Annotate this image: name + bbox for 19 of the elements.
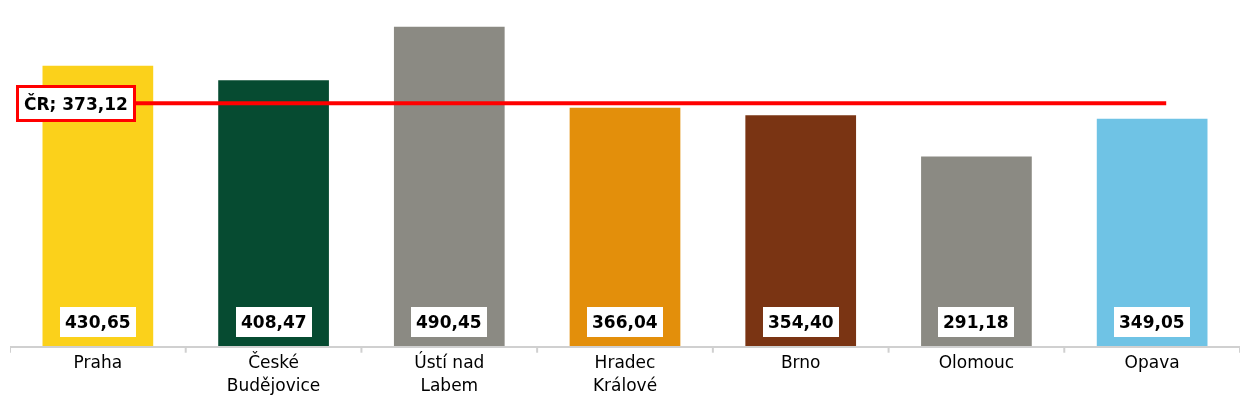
bar [393,26,505,346]
x-tick-label: Brno [780,352,821,373]
ref-line-label: ČR; 373,12 [24,93,128,114]
x-tick-label: Hradec Králové [592,352,658,395]
data-label: 366,04 [592,312,658,332]
data-label: 291,18 [943,312,1009,332]
x-tick-label: Olomouc [938,352,1015,373]
bar [745,115,857,346]
bar [569,107,681,346]
x-tick-label: Praha [73,352,123,373]
x-tick-label: Ústí nad Labem [414,351,485,395]
data-label: 349,05 [1119,312,1185,332]
data-label: 408,47 [241,312,307,332]
x-tick-label: Opava [1124,352,1180,373]
data-label: 354,40 [768,312,834,332]
bar [1096,118,1208,346]
x-tick-label: České Budějovice [226,351,321,395]
data-label: 430,65 [65,312,131,332]
data-label: 490,45 [416,312,482,332]
